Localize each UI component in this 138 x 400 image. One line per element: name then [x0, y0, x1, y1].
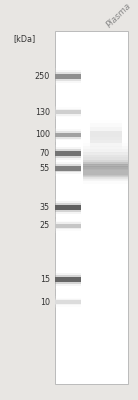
Bar — [55, 219, 81, 232]
Bar — [83, 169, 128, 177]
Bar — [55, 203, 81, 212]
Bar — [55, 166, 81, 171]
Bar — [55, 151, 81, 156]
Bar — [55, 270, 81, 288]
Bar — [55, 221, 81, 231]
Bar — [83, 146, 128, 174]
Bar — [83, 166, 128, 180]
Bar — [55, 149, 81, 158]
Bar — [55, 298, 81, 307]
Text: 10: 10 — [40, 298, 50, 307]
Bar — [55, 147, 81, 160]
Bar — [83, 165, 128, 181]
Bar — [90, 131, 122, 143]
Bar — [55, 198, 81, 216]
Bar — [55, 70, 81, 83]
Text: 15: 15 — [40, 275, 50, 284]
Bar — [83, 143, 128, 177]
Bar — [83, 164, 128, 182]
Bar — [55, 133, 81, 137]
Text: 250: 250 — [35, 72, 50, 81]
Bar — [90, 120, 122, 154]
Bar — [83, 170, 128, 176]
Bar — [83, 155, 128, 184]
Bar — [55, 273, 81, 286]
Bar — [83, 171, 128, 175]
Bar — [55, 74, 81, 79]
Text: 70: 70 — [40, 149, 50, 158]
Text: 25: 25 — [40, 221, 50, 230]
Bar — [83, 166, 128, 172]
Bar — [90, 116, 122, 158]
Bar — [55, 68, 81, 85]
Text: 35: 35 — [40, 203, 50, 212]
Text: 55: 55 — [40, 164, 50, 173]
Bar — [83, 164, 128, 175]
Bar — [90, 127, 122, 147]
Bar — [55, 222, 81, 229]
Bar — [83, 137, 128, 183]
Bar — [83, 168, 128, 178]
Bar — [55, 128, 81, 142]
Bar — [55, 110, 81, 114]
Bar — [55, 162, 81, 174]
Bar — [55, 296, 81, 308]
Bar — [83, 157, 128, 182]
Bar — [55, 109, 81, 116]
Bar — [83, 140, 128, 180]
Bar — [55, 201, 81, 214]
Bar — [83, 156, 128, 164]
Bar — [55, 275, 81, 284]
Bar — [55, 106, 81, 119]
Bar — [55, 277, 81, 282]
Bar — [90, 112, 122, 162]
Bar — [90, 123, 122, 150]
Bar — [83, 160, 128, 179]
Text: 130: 130 — [35, 108, 50, 117]
Bar — [55, 145, 81, 162]
Bar — [55, 129, 81, 140]
Bar — [55, 299, 81, 305]
Text: [kDa]: [kDa] — [13, 34, 35, 43]
Bar — [55, 205, 81, 210]
Text: 100: 100 — [35, 130, 50, 139]
Bar — [55, 131, 81, 139]
Bar — [83, 153, 128, 186]
Bar — [55, 72, 81, 81]
Bar — [55, 107, 81, 117]
Bar — [83, 162, 128, 177]
Bar — [83, 149, 128, 170]
Bar — [55, 300, 81, 304]
Bar — [55, 160, 81, 176]
Bar — [83, 152, 128, 167]
Bar — [55, 31, 128, 384]
Bar — [55, 164, 81, 172]
Text: Plasma: Plasma — [105, 2, 133, 30]
Bar — [55, 224, 81, 228]
